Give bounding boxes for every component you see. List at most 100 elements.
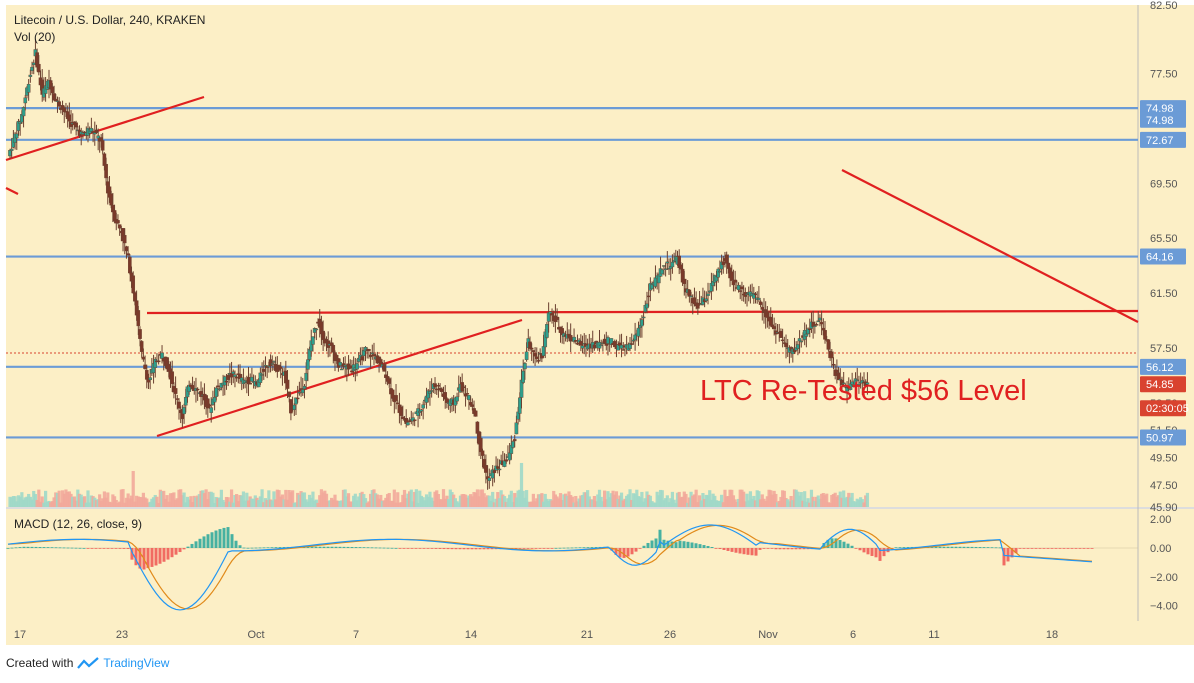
volume-bar — [833, 492, 837, 507]
macd-histogram-bar — [730, 548, 734, 552]
macd-histogram-bar — [402, 548, 406, 549]
volume-bar — [660, 490, 664, 507]
volume-bar — [584, 492, 588, 507]
volume-bar — [436, 493, 441, 507]
candle-body — [818, 317, 822, 321]
volume-bar — [233, 495, 237, 507]
volume-bar — [477, 496, 481, 507]
candle-body — [31, 62, 36, 65]
price-chart[interactable]: 82.5077.5069.5065.5061.5057.5053.5051.50… — [0, 0, 1194, 650]
macd-histogram-bar — [874, 548, 878, 558]
candle-body — [216, 385, 220, 388]
level-tag: 56.12 — [1146, 362, 1174, 374]
macd-histogram-bar — [122, 548, 126, 549]
macd-histogram-bar — [702, 545, 706, 548]
volume-bar — [311, 491, 315, 507]
volume-bar — [33, 494, 38, 507]
candle-body — [689, 295, 693, 297]
candle-body — [331, 344, 336, 353]
candle-body — [285, 379, 290, 389]
volume-bar — [625, 495, 629, 507]
macd-histogram-bar — [366, 547, 370, 549]
volume-bar — [47, 500, 51, 507]
volume-bar — [859, 497, 863, 507]
volume-bar — [855, 498, 859, 507]
candle-body — [504, 459, 509, 462]
volume-bar — [565, 495, 569, 507]
volume-bar — [235, 494, 239, 507]
candle-body — [100, 140, 105, 151]
candle-body — [760, 307, 765, 310]
volume-bar — [513, 492, 517, 507]
candle-body — [339, 368, 344, 371]
macd-histogram-bar — [34, 546, 38, 548]
volume-bar — [472, 491, 476, 507]
volume-bar — [591, 499, 595, 507]
candle-body — [263, 365, 268, 367]
volume-bar — [760, 494, 764, 507]
candle-body — [550, 313, 554, 316]
volume-bar — [406, 493, 410, 507]
candle-body — [368, 354, 373, 358]
macd-histogram-bar — [1066, 548, 1070, 549]
volume-bar — [291, 490, 295, 507]
volume-bar — [494, 498, 498, 507]
macd-histogram-bar — [118, 548, 122, 549]
volume-bar — [706, 495, 710, 507]
volume-bar — [28, 496, 32, 507]
volume-bar — [767, 489, 771, 507]
volume-bar — [226, 497, 230, 507]
volume-bar — [331, 499, 335, 507]
candle-body — [645, 303, 649, 309]
candle-body — [536, 360, 541, 362]
macd-histogram-bar — [666, 540, 670, 548]
volume-bar — [618, 495, 622, 507]
volume-bar — [463, 494, 468, 507]
candle-body — [57, 101, 61, 107]
macd-histogram-bar — [234, 540, 238, 548]
candle-body — [367, 349, 371, 351]
volume-bar — [57, 490, 61, 507]
candle-body — [479, 437, 483, 453]
volume-bar — [597, 489, 602, 507]
candle-body — [306, 359, 310, 370]
volume-bar — [623, 498, 627, 507]
macd-histogram-bar — [382, 547, 386, 549]
candle-body — [529, 347, 534, 350]
volume-bar — [407, 491, 412, 507]
volume-bar — [45, 501, 49, 507]
macd-histogram-bar — [150, 548, 154, 567]
footer-brand[interactable]: TradingView — [103, 656, 170, 670]
volume-bar — [601, 501, 605, 507]
macd-histogram-bar — [170, 548, 174, 558]
candle-body — [853, 378, 858, 386]
trend-lines — [5, 95, 1139, 438]
macd-histogram-bar — [842, 541, 846, 548]
volume-bar — [187, 499, 191, 507]
volume-bar — [94, 500, 99, 507]
macd-histogram-bar — [1030, 548, 1034, 549]
volume-bar — [723, 489, 727, 507]
macd-histogram-bar — [10, 547, 14, 549]
volume-bar — [123, 502, 127, 507]
candle-body — [455, 396, 459, 402]
volume-bar — [267, 490, 271, 507]
macd-histogram-bar — [462, 548, 466, 550]
candle-body — [387, 378, 392, 384]
volume-bar — [131, 470, 135, 507]
macd-histogram-bar — [746, 548, 750, 555]
macd-histogram-bar — [258, 547, 262, 549]
volume-bar — [614, 491, 619, 507]
volume-bar — [37, 489, 41, 507]
volume-bar — [628, 489, 632, 507]
candle-body — [128, 256, 132, 274]
volume-bar — [201, 490, 205, 507]
candle-body — [865, 382, 870, 385]
candle-body — [440, 388, 444, 393]
candle-body — [206, 398, 210, 409]
volume-bar — [450, 492, 454, 507]
volume-bar — [353, 493, 357, 507]
volume-bar — [21, 499, 26, 507]
candle-body — [662, 265, 666, 267]
volume-bar — [177, 489, 181, 507]
